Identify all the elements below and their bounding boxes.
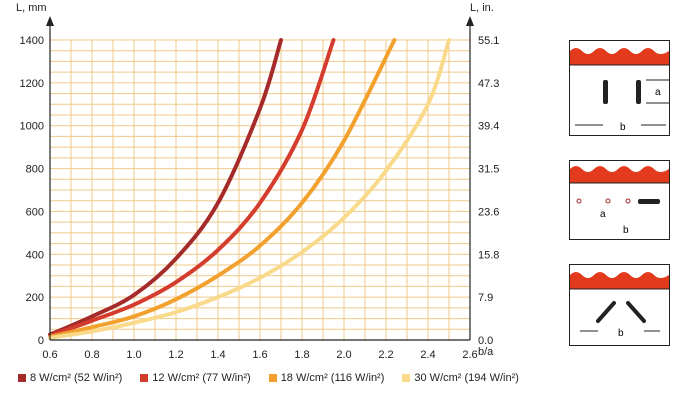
diagram2-label-b: b (623, 225, 629, 236)
y-axis-label: L, mm (16, 2, 47, 14)
series-line-0 (48, 38, 283, 337)
heater-end-2 (605, 198, 611, 204)
y-tick-label: 400 (26, 249, 44, 261)
legend-swatch-12w (140, 374, 149, 382)
x-axis-label: b/a (478, 346, 494, 358)
legend-swatch-18w (268, 374, 277, 382)
grid (49, 39, 471, 341)
curves (48, 38, 451, 340)
legend-label-30w: 30 W/cm² (194 W/in²) (414, 372, 519, 384)
legend-label-8w: 8 W/cm² (52 W/in²) (30, 372, 123, 384)
y2-tick-label: 47.3 (478, 78, 499, 90)
heater-end-3 (625, 198, 631, 204)
diagram-staggered-spacing: a b (569, 160, 670, 240)
diagram-v-spacing: b (569, 264, 670, 346)
x-tick-label: 1.4 (210, 349, 225, 361)
x-tick-label: 2.0 (336, 349, 351, 361)
series-line-3 (48, 38, 451, 340)
y-tick-label: 600 (26, 206, 44, 218)
legend-item-8w: 8 W/cm² (52 W/in²) (18, 372, 122, 384)
corrugation-edge-2 (570, 161, 669, 172)
legend-swatch-8w (18, 374, 26, 382)
x-tick-label: 1.2 (168, 349, 183, 361)
corrugation-edge (570, 41, 669, 54)
y2-tick-label: 0.0 (478, 335, 493, 347)
y-tick-label: 800 (26, 164, 44, 176)
heater-v-right (626, 301, 646, 323)
legend-item-18w: 18 W/cm² (116 W/in²) (268, 372, 385, 384)
diagram2-label-a: a (600, 209, 606, 220)
diagram-parallel-svg: a b (570, 41, 669, 133)
heater-v-left (596, 301, 616, 323)
y2-tick-label: 31.5 (478, 164, 499, 176)
series-line-1 (48, 38, 336, 338)
legend-label-12w: 12 W/cm² (77 W/in²) (152, 372, 251, 384)
y2-tick-label: 23.6 (478, 206, 499, 218)
y-tick-label: 1200 (20, 78, 44, 90)
legend-item-30w: 30 W/cm² (194 W/in²) (402, 372, 519, 384)
series-line-2 (48, 38, 397, 339)
diagram1-label-b: b (620, 122, 626, 133)
y-axis-arrow (46, 16, 54, 26)
heater-end-1 (576, 198, 582, 204)
y2-axis-label: L, in. (470, 2, 494, 14)
diagram3-label-b: b (618, 328, 624, 339)
y-tick-label: 200 (26, 292, 44, 304)
y2-axis-arrow (466, 16, 474, 26)
legend-swatch-30w (402, 374, 411, 382)
y2-tick-label: 15.8 (478, 249, 499, 261)
y2-tick-label: 7.9 (478, 292, 493, 304)
x-tick-label: 0.8 (84, 349, 99, 361)
legend-item-12w: 12 W/cm² (77 W/in²) (140, 372, 251, 384)
diagram-v-svg: b (570, 265, 669, 339)
x-tick-label: 2.6 (462, 349, 477, 361)
y-tick-label: 0 (38, 335, 44, 347)
diagram1-label-a: a (655, 87, 661, 98)
axes: 0 200 400 600 800 1000 1200 1400 0.0 7.9 15.8 23.6 3… (20, 16, 499, 361)
legend-label-18w: 18 W/cm² (116 W/in²) (280, 372, 385, 384)
heater-horizontal (638, 199, 660, 204)
diagram-staggered-svg: a b (570, 161, 669, 236)
y2-tick-label: 39.4 (478, 121, 499, 133)
x-tick-label: 1.8 (294, 349, 309, 361)
heater-right (636, 80, 641, 104)
legend: 8 W/cm² (52 W/in²) 12 W/cm² (77 W/in²) 1… (18, 372, 519, 384)
y-tick-label: 1400 (20, 35, 44, 47)
x-tick-label: 0.6 (42, 349, 57, 361)
y-tick-label: 1000 (20, 121, 44, 133)
diagram-parallel-spacing: a b (569, 40, 670, 136)
heater-left (603, 80, 608, 104)
x-tick-label: 1.0 (126, 349, 141, 361)
x-tick-label: 1.6 (252, 349, 267, 361)
x-tick-label: 2.4 (420, 349, 435, 361)
corrugation-edge-3 (570, 265, 669, 278)
x-tick-label: 2.2 (378, 349, 393, 361)
y2-tick-label: 55.1 (478, 35, 499, 47)
